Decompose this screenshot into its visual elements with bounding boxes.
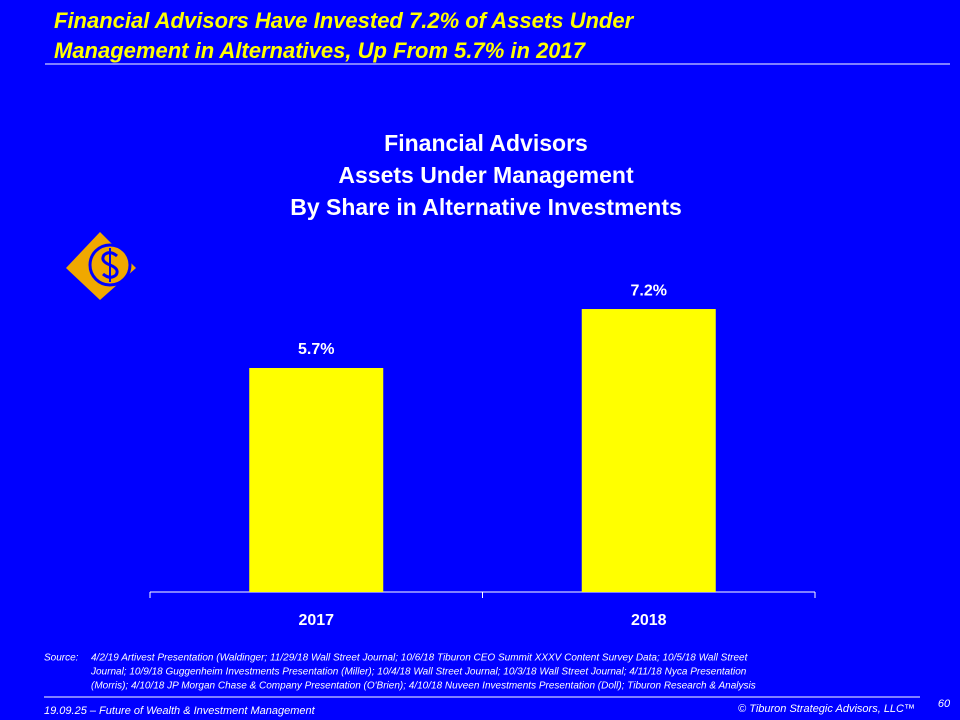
- source-text: Journal; 10/9/18 Guggenheim Investments …: [90, 667, 747, 678]
- plot: 2017 5.7% 2018 7.2%: [149, 282, 816, 629]
- chart-title: Assets Under Management: [338, 162, 634, 188]
- bar: [581, 309, 716, 592]
- source-label: Source:: [44, 653, 79, 664]
- chart-title: By Share in Alternative Investments: [290, 194, 682, 220]
- slide-title: Management in Alternatives, Up From 5.7%…: [54, 38, 587, 63]
- chart-title: Financial Advisors: [384, 130, 588, 156]
- footer-left: 19.09.25 – Future of Wealth & Investment…: [44, 705, 316, 717]
- value-label: 5.7%: [298, 341, 334, 358]
- slide-title: Financial Advisors Have Invested 7.2% of…: [54, 8, 635, 33]
- x-tick-label: 2018: [631, 612, 667, 629]
- value-label: 7.2%: [631, 282, 667, 299]
- footer-right: © Tiburon Strategic Advisors, LLC™: [738, 703, 915, 715]
- dollar-icon: [66, 232, 136, 300]
- bar: [249, 367, 384, 592]
- page-number: 60: [938, 698, 951, 710]
- source-text: (Morris); 4/10/18 JP Morgan Chase & Comp…: [91, 681, 756, 692]
- source-text: 4/2/19 Artivest Presentation (Waldinger;…: [91, 653, 749, 664]
- x-tick-label: 2017: [298, 612, 334, 629]
